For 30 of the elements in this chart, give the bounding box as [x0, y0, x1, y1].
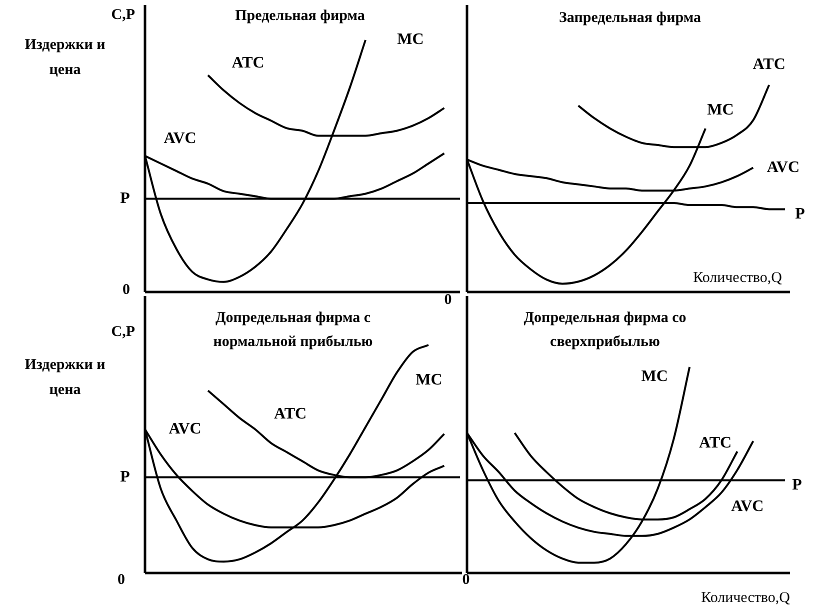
y-axis-title: Издержки и цена: [24, 36, 106, 78]
series-label: MC: [416, 372, 442, 388]
series-label: P: [792, 476, 802, 494]
chart-title: Допредельная фирма со сверхприбылью: [524, 310, 686, 350]
y-axis-title: Издержки и цена: [24, 356, 106, 398]
chart-title: Предельная фирма: [235, 8, 366, 24]
series-label: MC: [397, 31, 424, 48]
series-label: P: [120, 468, 130, 486]
series-label: P: [120, 190, 130, 207]
x-axis-title: Количество,Q: [701, 590, 790, 606]
text: C,P: [111, 324, 135, 340]
annotation: 0: [444, 292, 452, 308]
series-label: ATC: [274, 406, 307, 422]
series-label: AVC: [731, 498, 764, 515]
series-label: MC: [707, 102, 734, 119]
text: C,P: [111, 6, 135, 23]
series-label: AVC: [766, 158, 800, 176]
annotation: 0: [462, 572, 470, 588]
series-label: ATC: [232, 54, 264, 72]
text: 0: [122, 282, 130, 298]
chart-title: Допредельная фирма с нормальной прибылью: [213, 310, 373, 350]
series-label: ATC: [699, 434, 732, 452]
series-label: ATC: [752, 56, 786, 74]
series-label: P: [795, 205, 806, 222]
text: 0: [118, 572, 125, 588]
series-label: AVC: [164, 130, 196, 148]
x-axis-title: Количество,Q: [693, 270, 782, 286]
chart-title: Запредельная фирма: [558, 10, 702, 26]
series-label: MC: [641, 368, 668, 386]
series-label: AVC: [168, 420, 202, 438]
